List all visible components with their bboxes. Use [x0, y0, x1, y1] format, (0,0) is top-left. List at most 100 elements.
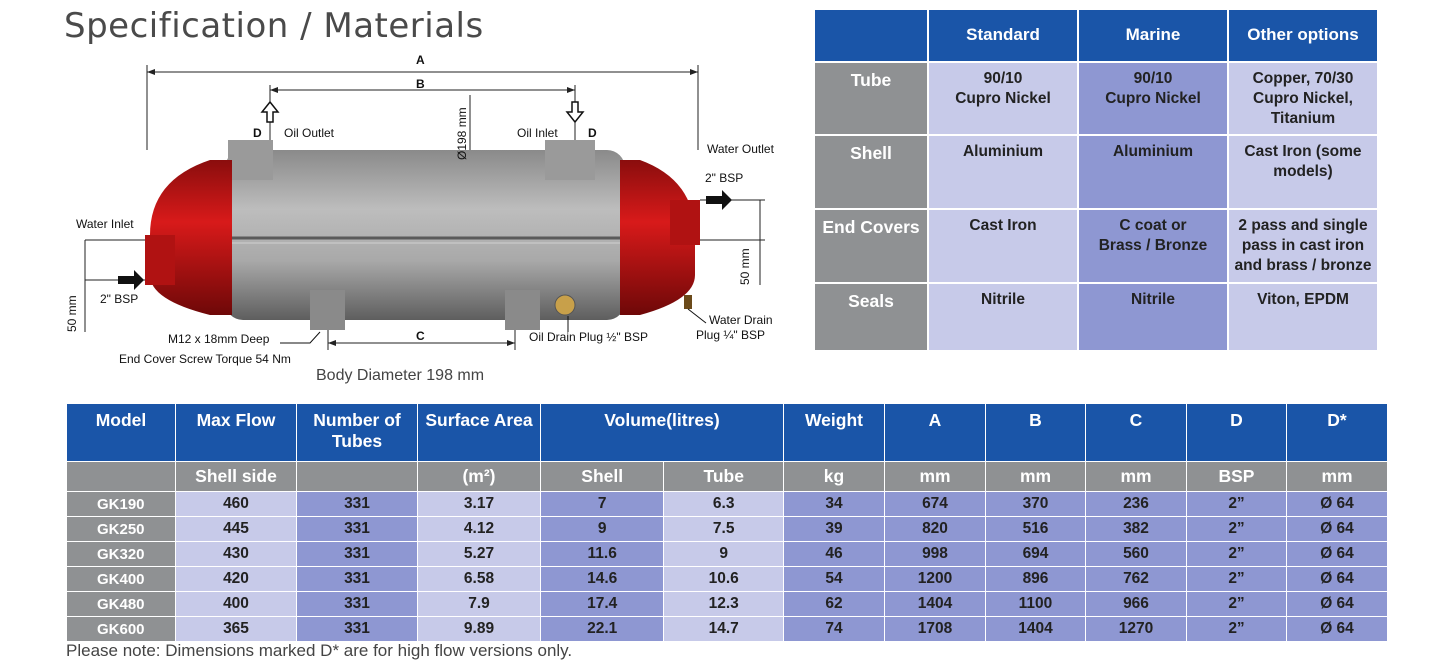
unit-tubes: [296, 461, 418, 492]
cell-line: Cupro Nickel: [955, 90, 1051, 108]
table-cell: 365: [175, 616, 297, 641]
table-cell: 331: [296, 541, 418, 567]
materials-row-label: Seals: [815, 282, 929, 350]
table-cell: 1100: [985, 591, 1086, 617]
oil-outlet-label: Oil Outlet: [284, 126, 335, 140]
m12-label: M12 x 18mm Deep: [168, 332, 270, 346]
table-cell: 9: [539, 516, 664, 542]
materials-header-marine: Marine: [1077, 10, 1228, 62]
table-cell: 430: [175, 541, 297, 567]
col-model: Model: [66, 404, 176, 462]
table-cell: 674: [884, 491, 986, 517]
table-row: GK190 460 331 3.17 7 6.3 34 674 370 236 2” Ø 64: [66, 491, 1387, 517]
table-cell: 331: [296, 616, 418, 641]
table-cell: 966: [1085, 591, 1187, 617]
bsp-left-label: 2" BSP: [100, 292, 138, 306]
diameter-label: Ø198 mm: [455, 107, 469, 160]
table-cell: 236: [1085, 491, 1187, 517]
unit-weight: kg: [783, 461, 885, 492]
dim-d-left-label: D: [253, 126, 262, 140]
cell-line: Nitrile: [1131, 291, 1175, 308]
model-cell: GK480: [66, 591, 176, 617]
table-cell: 370: [985, 491, 1086, 517]
cell-line: Cast Iron: [969, 217, 1037, 234]
unit-c: mm: [1085, 461, 1187, 492]
dim-50-right-label: 50 mm: [738, 248, 752, 285]
table-cell: 694: [985, 541, 1086, 567]
model-cell: GK320: [66, 541, 176, 567]
table-cell: 2”: [1186, 591, 1287, 617]
model-spec-table: Model Max Flow Number of Tubes Surface A…: [66, 404, 1387, 641]
table-cell: 6.3: [663, 491, 784, 517]
table-cell: 331: [296, 516, 418, 542]
materials-row-label: End Covers: [815, 208, 929, 283]
torque-label: End Cover Screw Torque 54 Nm: [119, 352, 291, 366]
table-cell: 7.5: [663, 516, 784, 542]
dim-a-label: A: [416, 53, 425, 67]
table-cell: 560: [1085, 541, 1187, 567]
heat-exchanger-diagram: A B C D D Oil Outlet Oil Inlet Ø198 mm W…: [65, 53, 775, 366]
col-max-flow: Max Flow: [175, 404, 297, 462]
table-cell: 896: [985, 566, 1086, 592]
materials-row-seals: Seals Nitrile Nitrile Viton, EPDM: [815, 282, 1377, 350]
dim-c-label: C: [416, 329, 425, 343]
cell-line: and brass / bronze: [1234, 257, 1372, 275]
cell-line: Nitrile: [981, 291, 1025, 308]
table-cell: 1404: [884, 591, 986, 617]
unit-a: mm: [884, 461, 986, 492]
water-drain-label-2: Plug ¼" BSP: [696, 328, 765, 342]
unit-model: [66, 461, 176, 492]
table-cell: 46: [783, 541, 885, 567]
table-cell: 460: [175, 491, 297, 517]
table-row: GK480 400 331 7.9 17.4 12.3 62 1404 1100 966 2” Ø 6…: [66, 591, 1387, 617]
table-cell: 14.7: [663, 616, 784, 641]
cell-line: 90/10: [983, 70, 1023, 87]
table-cell: 9: [663, 541, 784, 567]
table-cell: 22.1: [539, 616, 664, 641]
col-d-star: D*: [1286, 404, 1387, 462]
col-surface-area: Surface Area: [417, 404, 541, 462]
model-cell: GK250: [66, 516, 176, 542]
unit-max-flow: Shell side: [175, 461, 297, 492]
cell-line: Cupro Nickel,: [1253, 90, 1353, 108]
materials-header-standard: Standard: [927, 10, 1078, 62]
materials-table: Standard Marine Other options Tube 90/10…: [815, 10, 1377, 350]
unit-volume-shell: Shell: [539, 461, 664, 492]
table-cell: 6.58: [417, 566, 541, 592]
table-cell: 1708: [884, 616, 986, 641]
table-cell: 516: [985, 516, 1086, 542]
oil-inlet-label: Oil Inlet: [517, 126, 558, 140]
col-weight: Weight: [783, 404, 885, 462]
table-cell: 10.6: [663, 566, 784, 592]
table-cell: 420: [175, 566, 297, 592]
model-cell: GK600: [66, 616, 176, 641]
table-cell: 1200: [884, 566, 986, 592]
unit-b: mm: [985, 461, 1086, 492]
dim-b-label: B: [416, 77, 425, 91]
cell-line: C coat or: [1119, 217, 1187, 234]
table-cell: Ø 64: [1286, 516, 1387, 542]
dim-50-left-label: 50 mm: [65, 295, 79, 332]
materials-row-label: Shell: [815, 134, 929, 209]
table-cell: 820: [884, 516, 986, 542]
table-cell: 14.6: [539, 566, 664, 592]
cell-line: models): [1273, 163, 1333, 181]
col-volume: Volume(litres): [540, 404, 784, 462]
table-row: GK250 445 331 4.12 9 7.5 39 820 516 382 2” Ø 64: [66, 516, 1387, 542]
col-a: A: [884, 404, 986, 462]
table-cell: 9.89: [417, 616, 541, 641]
table-cell: 998: [884, 541, 986, 567]
materials-row-shell: Shell Aluminium Aluminium Cast Iron (som…: [815, 134, 1377, 209]
cell-line: Titanium: [1270, 110, 1336, 128]
unit-d-star: mm: [1286, 461, 1387, 492]
table-cell: 4.12: [417, 516, 541, 542]
table-cell: 74: [783, 616, 885, 641]
cell-line: Copper, 70/30: [1252, 70, 1354, 87]
cell-line: 2 pass and single: [1238, 217, 1368, 234]
dim-d-right-label: D: [588, 126, 597, 140]
unit-d: BSP: [1186, 461, 1287, 492]
table-cell: 331: [296, 491, 418, 517]
cell-line: Cupro Nickel: [1105, 90, 1201, 108]
table-cell: 2”: [1186, 566, 1287, 592]
table-cell: 2”: [1186, 516, 1287, 542]
